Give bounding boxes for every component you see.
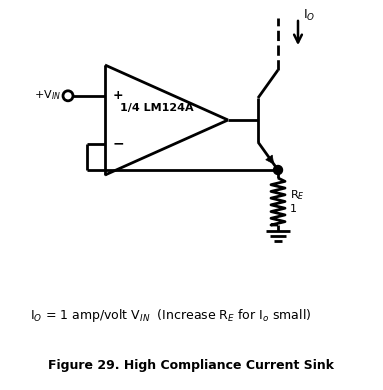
Text: +V$_{IN}$: +V$_{IN}$ (34, 88, 61, 102)
Polygon shape (266, 155, 273, 164)
Text: 1: 1 (290, 204, 297, 215)
Circle shape (273, 165, 283, 174)
Text: 1/4 LM124A: 1/4 LM124A (120, 103, 194, 113)
Text: +: + (113, 89, 123, 102)
Text: R$_E$: R$_E$ (290, 189, 305, 202)
Text: Figure 29. High Compliance Current Sink: Figure 29. High Compliance Current Sink (48, 358, 334, 372)
Text: I$_O$ = 1 amp/volt V$_{IN}$  (Increase R$_E$ for I$_o$ small): I$_O$ = 1 amp/volt V$_{IN}$ (Increase R$… (30, 307, 311, 323)
Text: I$_O$: I$_O$ (303, 7, 315, 23)
Text: −: − (112, 136, 124, 150)
